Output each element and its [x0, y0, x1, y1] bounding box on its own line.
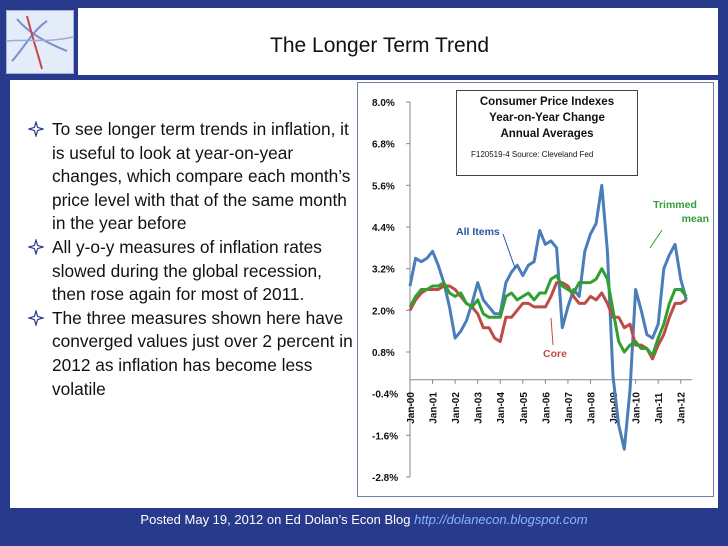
series-line-all-items [408, 183, 688, 451]
footer-text: Posted May 19, 2012 on Ed Dolan’s Econ B… [140, 512, 411, 527]
x-tick-label: Jan-01 [429, 392, 440, 424]
y-tick-label: 5.6% [372, 181, 395, 192]
series-label-core: Core [543, 348, 567, 360]
series-label-all-items: All Items [456, 226, 500, 238]
trimmed-label-line-1: Trimmed [653, 199, 697, 211]
x-tick-label: Jan-09 [609, 392, 620, 424]
x-tick-label: Jan-12 [677, 392, 688, 424]
trimmed-label-line-2: mean [681, 213, 709, 225]
map-graphic-icon [7, 11, 73, 73]
blog-link[interactable]: http://dolanecon.blogspot.com [414, 512, 588, 527]
y-tick-label: -2.8% [372, 473, 398, 484]
list-item: To see longer term trends in inflation, … [14, 118, 354, 236]
logo-image [6, 10, 74, 74]
x-tick-label: Jan-07 [564, 392, 575, 424]
list-item: The three measures shown here have conve… [14, 307, 354, 401]
star-bullet-icon [28, 238, 44, 255]
core-pointer-line [550, 317, 554, 346]
y-tick-label: 4.4% [372, 223, 395, 234]
bullet-text: To see longer term trends in inflation, … [52, 119, 351, 234]
title-band [78, 8, 718, 75]
y-tick-label: -1.6% [372, 431, 398, 442]
footer: Posted May 19, 2012 on Ed Dolan’s Econ B… [0, 512, 728, 527]
star-bullet-icon [28, 309, 44, 326]
chart-source: F120519-4 Source: Cleveland Fed [471, 150, 594, 159]
x-tick-label: Jan-04 [496, 392, 507, 424]
chart-title-line-1: Consumer Price Indexes [479, 96, 615, 108]
x-tick-label: Jan-05 [519, 392, 530, 424]
bullet-list: To see longer term trends in inflation, … [14, 118, 354, 401]
series-line-trimmed-mean [408, 267, 688, 357]
y-tick-label: 0.8% [372, 348, 395, 359]
x-tick-label: Jan-00 [406, 392, 417, 424]
x-tick-label: Jan-10 [632, 392, 643, 424]
bullet-text: All y-o-y measures of inflation rates sl… [52, 236, 322, 305]
chart-title-line-3: Annual Averages [500, 128, 594, 140]
chart-title-line-2: Year-on-Year Change [489, 112, 605, 124]
y-tick-label: -0.4% [372, 390, 398, 401]
all-items-pointer-line [502, 233, 516, 269]
y-tick-label: 6.8% [372, 140, 395, 151]
page-title: The Longer Term Trend [270, 34, 490, 57]
x-tick-label: Jan-11 [654, 392, 665, 424]
trimmed-pointer-line [649, 229, 663, 249]
list-item: All y-o-y measures of inflation rates sl… [14, 236, 354, 307]
x-tick-label: Jan-06 [541, 392, 552, 424]
y-tick-label: 3.2% [372, 265, 395, 276]
y-tick-label: 8.0% [372, 98, 395, 109]
x-tick-label: Jan-03 [474, 392, 485, 424]
bullet-text: The three measures shown here have conve… [52, 307, 353, 399]
star-bullet-icon [28, 121, 44, 137]
x-tick-label: Jan-02 [451, 392, 462, 424]
x-tick-label: Jan-08 [586, 392, 597, 424]
y-tick-label: 2.0% [372, 306, 395, 317]
chart-title-box: Consumer Price Indexes Year-on-Year Chan… [456, 90, 638, 176]
series-label-trimmed-mean: Trimmed mean [641, 198, 709, 226]
